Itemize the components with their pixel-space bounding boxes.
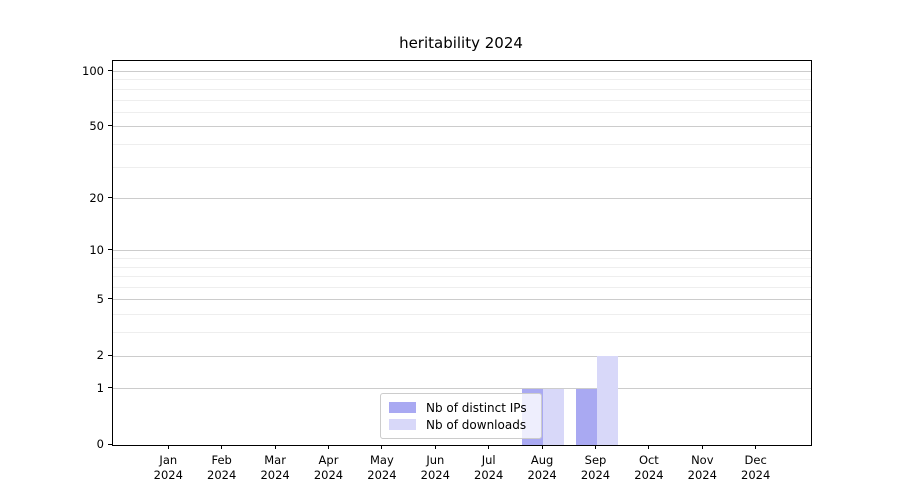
y-tick-label: 100	[82, 63, 104, 78]
minor-gridline	[113, 143, 811, 145]
x-tick-label: Oct 2024	[634, 453, 664, 482]
minor-gridline	[113, 88, 811, 90]
x-tick-mark	[648, 445, 650, 449]
x-tick-mark	[701, 445, 703, 449]
legend-item-downloads: Nb of downloads	[389, 416, 533, 433]
minor-gridline	[113, 166, 811, 168]
y-tick-mark	[108, 125, 112, 127]
x-tick-label: Sep 2024	[580, 453, 611, 482]
legend-label-distinct-ips: Nb of distinct IPs	[426, 400, 527, 415]
x-tick-mark	[488, 445, 490, 449]
x-tick-mark	[274, 445, 276, 449]
legend: Nb of distinct IPs Nb of downloads	[380, 393, 542, 439]
minor-gridline	[113, 99, 811, 101]
x-tick-label: Aug 2024	[527, 453, 557, 482]
major-gridline	[113, 355, 811, 357]
minor-gridline	[113, 314, 811, 316]
minor-gridline	[113, 276, 811, 278]
x-tick-mark	[381, 445, 383, 449]
bar-aug-downloads	[543, 388, 565, 445]
major-gridline	[113, 71, 811, 72]
x-tick-mark	[595, 445, 596, 449]
x-tick-label: Dec 2024	[741, 453, 771, 482]
y-tick-mark	[108, 70, 112, 71]
y-tick-label: 20	[89, 190, 104, 205]
x-tick-label: Jun 2024	[420, 453, 450, 482]
bar-sep-distinct-ips	[575, 388, 597, 445]
x-tick-mark	[221, 445, 223, 449]
minor-gridline	[113, 79, 811, 81]
minor-gridline	[113, 266, 811, 268]
minor-gridline	[113, 332, 811, 334]
legend-item-distinct-ips: Nb of distinct IPs	[389, 399, 533, 416]
y-tick-mark	[108, 197, 112, 199]
bar-sep-downloads	[596, 356, 618, 445]
major-gridline	[113, 198, 811, 200]
y-tick-label: 5	[96, 291, 104, 306]
x-tick-label: Apr 2024	[313, 453, 344, 482]
x-tick-label: Jul 2024	[474, 453, 504, 482]
x-tick-label: Jan 2024	[153, 453, 183, 482]
legend-swatch-distinct-ips	[389, 402, 416, 413]
x-tick-mark	[434, 445, 436, 449]
y-tick-label: 50	[89, 118, 104, 133]
major-gridline	[113, 388, 811, 390]
legend-label-downloads: Nb of downloads	[426, 417, 527, 432]
y-tick-label: 10	[89, 242, 104, 257]
major-gridline	[113, 299, 811, 301]
chart-title: heritability 2024	[399, 34, 523, 52]
y-tick-mark	[108, 249, 112, 251]
legend-swatch-downloads	[389, 419, 416, 430]
x-tick-mark	[541, 445, 543, 449]
y-tick-mark	[108, 354, 112, 356]
x-tick-label: May 2024	[367, 453, 397, 482]
major-gridline	[113, 126, 811, 128]
minor-gridline	[113, 111, 811, 113]
x-tick-label: Feb 2024	[207, 453, 237, 482]
x-tick-mark	[328, 445, 329, 449]
plot-area: Nb of distinct IPs Nb of downloads	[112, 60, 812, 446]
y-tick-label: 0	[96, 437, 104, 451]
y-tick-label: 1	[96, 380, 104, 395]
x-tick-label: Mar 2024	[260, 453, 290, 482]
major-gridline	[113, 250, 811, 252]
y-tick-mark	[108, 387, 112, 389]
minor-gridline	[113, 258, 811, 260]
x-tick-mark	[167, 445, 169, 449]
minor-gridline	[113, 287, 811, 289]
y-tick-label: 2	[96, 348, 104, 363]
y-tick-mark	[108, 298, 112, 300]
y-tick-mark	[108, 443, 112, 445]
x-tick-mark	[755, 445, 757, 449]
x-tick-label: Nov 2024	[687, 453, 717, 482]
